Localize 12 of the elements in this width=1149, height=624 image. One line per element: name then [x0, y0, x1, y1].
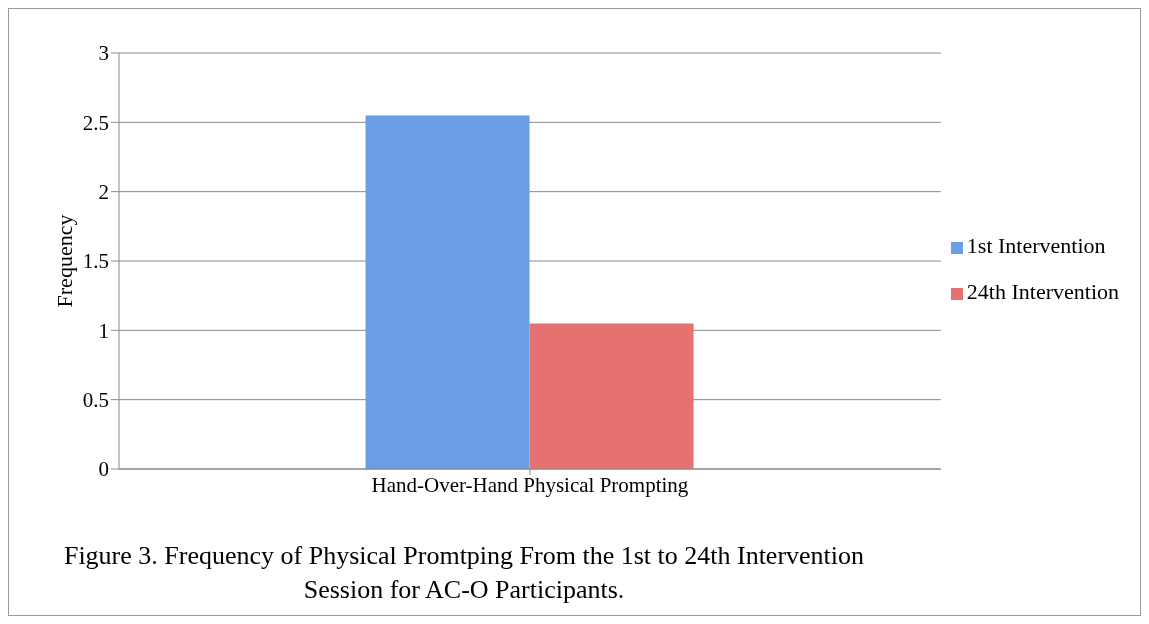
y-tick-label: 2.5	[82, 110, 109, 135]
y-tick-label: 1	[98, 318, 109, 343]
y-axis-title: Frequency	[51, 214, 77, 308]
y-tick-label: 0	[98, 457, 109, 482]
x-tick-label: Hand-Over-Hand Physical Prompting	[371, 472, 689, 497]
legend-label: 1st Intervention	[966, 233, 1106, 258]
y-tick-label: 0.5	[82, 388, 109, 413]
legend-label: 24th Intervention	[966, 279, 1119, 304]
caption: Figure 3. Frequency of Physical Promtping From the 1st to 24th Intervention Session for AC-O Participants.	[62, 540, 866, 606]
y-tick-label: 1.5	[82, 249, 109, 274]
y-tick-label: 2	[98, 180, 109, 205]
y-tick-label: 3	[98, 41, 109, 66]
